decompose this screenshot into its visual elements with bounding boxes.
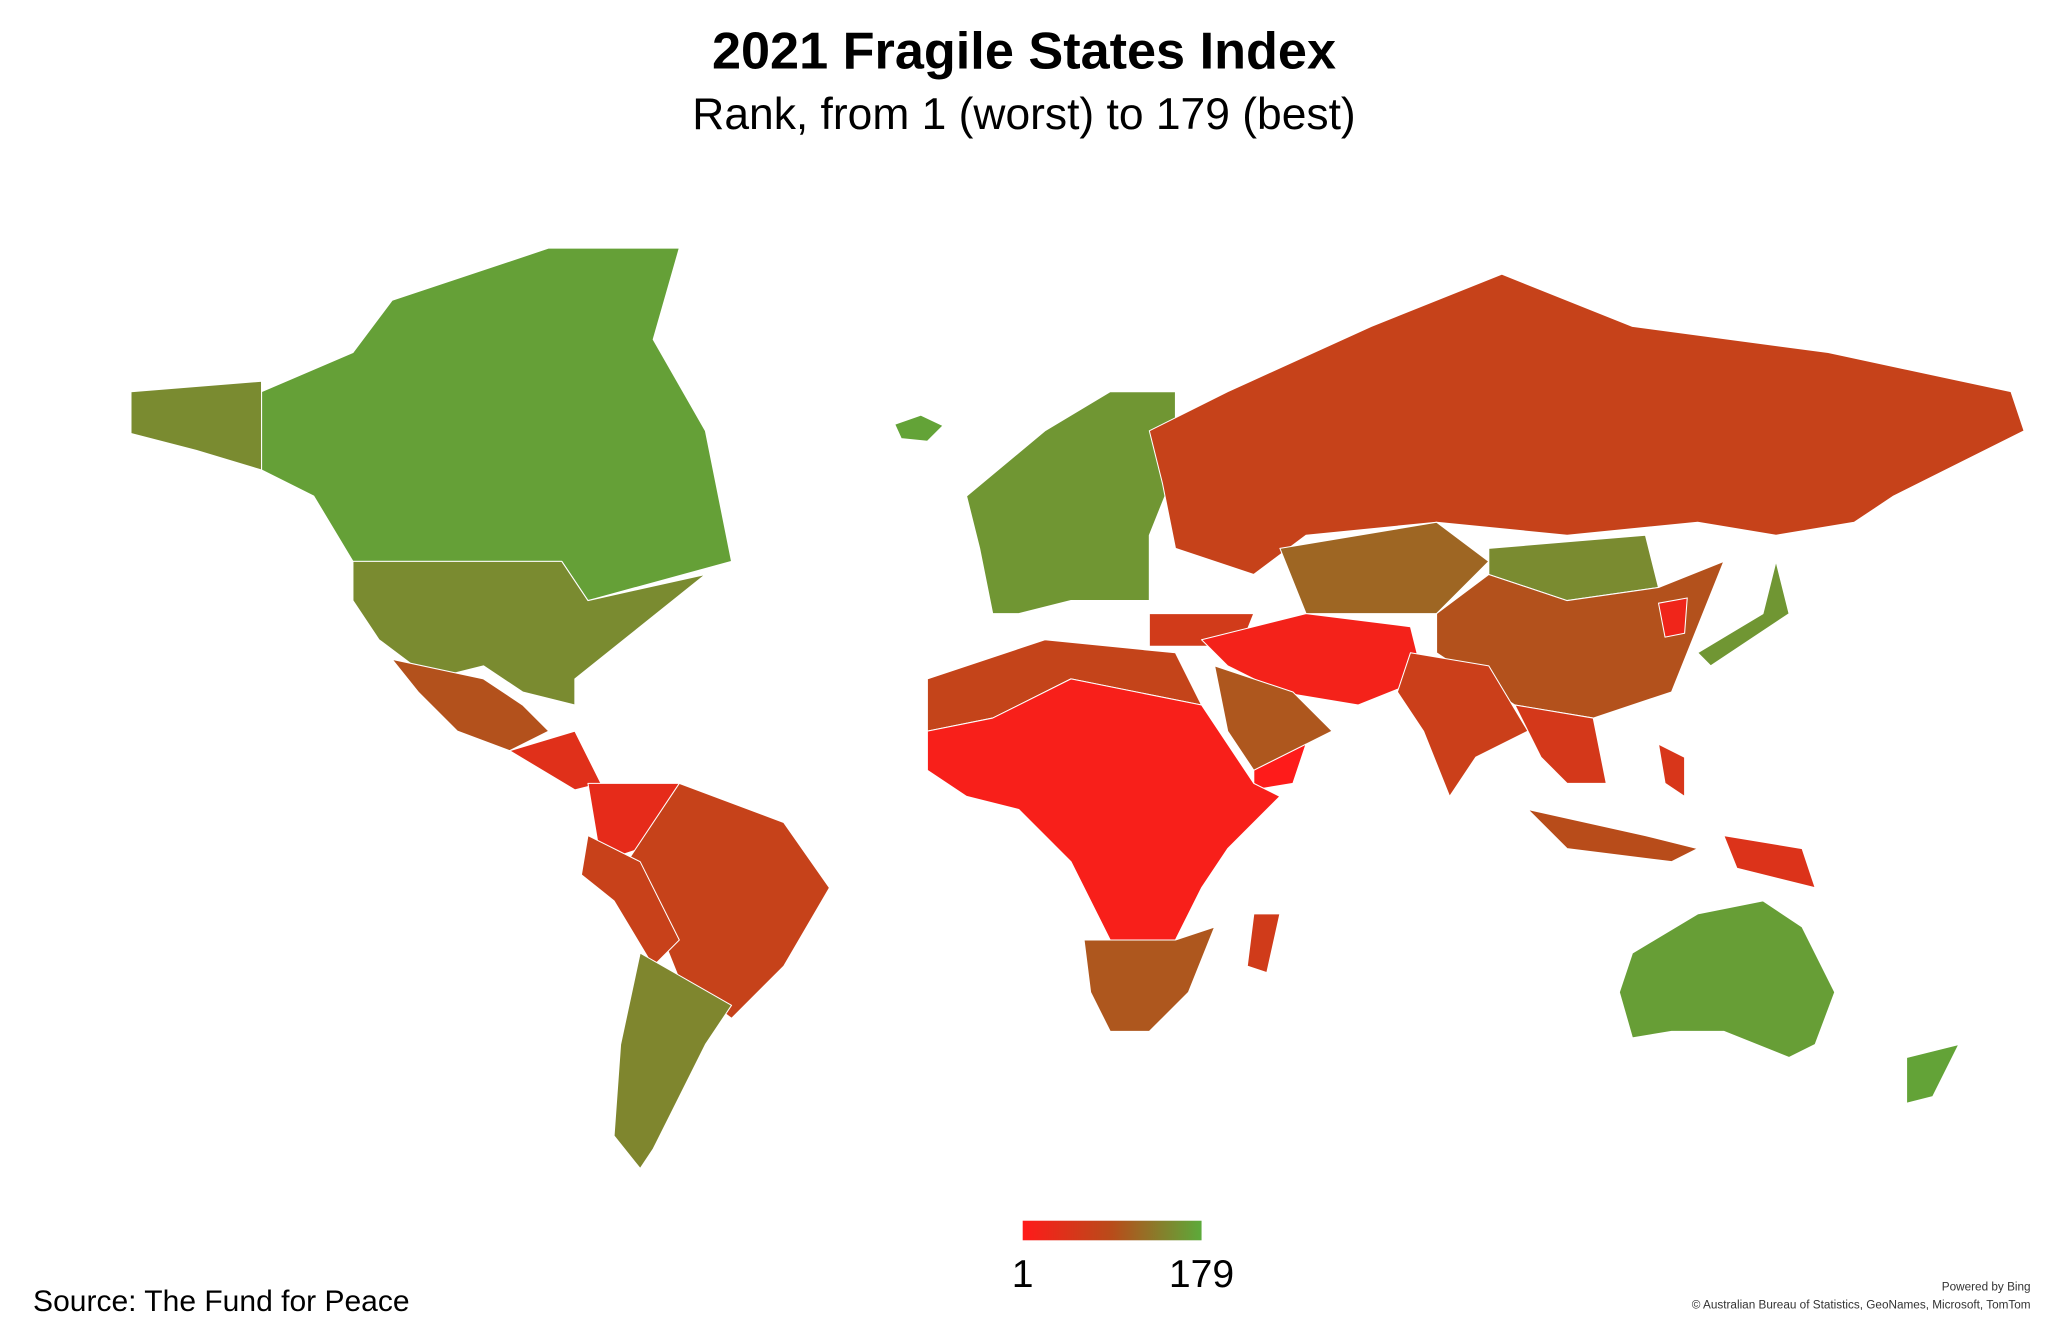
source: Source: The Fund for Peace — [33, 1285, 410, 1318]
country — [894, 414, 944, 442]
country — [1246, 913, 1281, 974]
country — [1514, 704, 1607, 784]
country — [966, 391, 1176, 615]
country — [1618, 900, 1836, 1059]
country — [261, 247, 733, 602]
country — [130, 380, 263, 471]
country — [1201, 613, 1425, 706]
country — [1148, 273, 2025, 575]
country — [352, 560, 706, 706]
country — [1657, 597, 1688, 638]
legend-label: 179 — [1169, 1253, 1234, 1296]
country — [1396, 652, 1529, 797]
country — [391, 658, 550, 752]
country — [1083, 926, 1216, 1032]
country — [1279, 521, 1490, 615]
country — [1697, 560, 1790, 667]
country — [1527, 808, 1699, 863]
country — [1723, 835, 1816, 889]
title: 2021 Fragile States Index — [712, 23, 1336, 81]
powered-by: Powered by Bing — [1942, 1280, 2031, 1293]
legend-label: 1 — [1012, 1253, 1034, 1296]
countries — [130, 247, 2025, 1170]
map-credits: © Australian Bureau of Statistics, GeoNa… — [1692, 1299, 2031, 1312]
legend-bar — [1022, 1220, 1202, 1241]
country — [1906, 1043, 1960, 1104]
country — [1657, 743, 1686, 797]
country — [926, 678, 1281, 941]
legend: 1 179 — [1012, 1253, 1234, 1296]
subtitle: Rank, from 1 (worst) to 179 (best) — [692, 90, 1355, 139]
country — [613, 952, 733, 1170]
